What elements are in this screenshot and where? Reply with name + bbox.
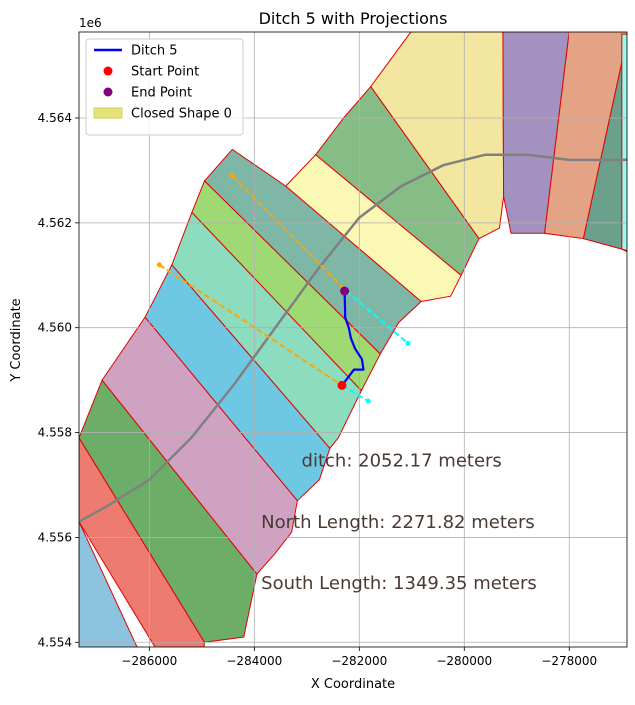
x-tick-label-2: −282000 [331,654,387,668]
start-point [337,380,347,390]
y-tick-label-5: 4.564 [38,111,72,125]
legend-label-3: Closed Shape 0 [131,107,232,122]
projection-point-3-1 [365,398,371,404]
legend-key-1 [103,66,113,76]
legend-box [85,38,244,136]
y-tick-label-0: 4.554 [38,635,72,649]
annotation-0: ditch: 2052.17 meters [302,451,502,472]
annotation-2: South Length: 1349.35 meters [261,573,537,594]
projection-point-0-0 [229,173,235,179]
y-tick-label-1: 4.556 [38,530,72,544]
plot-frame [78,31,628,648]
x-tick-label-4: −278000 [541,654,597,668]
projection-point-2-0 [156,262,162,268]
projection-line-1 [345,290,409,345]
legend-label-0: Ditch 5 [131,44,178,59]
polygon-strip-2 [79,379,258,643]
chart-title: Ditch 5 with Projections [259,9,448,28]
y-tick-label-2: 4.558 [38,426,72,440]
polygon-strip-0 [79,521,138,647]
projection-point-1-1 [405,340,411,346]
ditch-line [341,290,365,387]
y-tick-label-4: 4.562 [38,216,72,230]
projection-line-3 [341,384,369,402]
annotation-1: North Length: 2271.82 meters [261,512,535,533]
legend-key-2 [103,87,113,97]
y-offset-label: 1e6 [79,16,102,30]
x-axis-label: X Coordinate [311,677,395,692]
end-point [340,286,350,296]
polygon-strip-8 [285,154,462,303]
x-tick-label-0: −286000 [121,654,177,668]
legend-key-3 [93,107,123,119]
polygon-strip-13 [582,36,627,253]
legend: Ditch 5 Start Point End Point Closed Shape … [85,38,244,136]
projection-line-2 [158,263,343,387]
legend-label-1: Start Point [131,65,199,80]
x-tick-label-3: −280000 [436,654,492,668]
polygon-strip-4 [144,263,331,502]
x-tick-label-1: −284000 [226,654,282,668]
projection-line-0 [231,174,347,292]
y-axis-label: Y Coordinate [9,298,24,382]
legend-label-2: End Point [131,86,192,101]
y-tick-label-3: 4.560 [38,321,72,335]
centerline [79,153,627,523]
polygon-strip-14 [621,33,627,252]
polygon-strip-5 [171,211,363,450]
